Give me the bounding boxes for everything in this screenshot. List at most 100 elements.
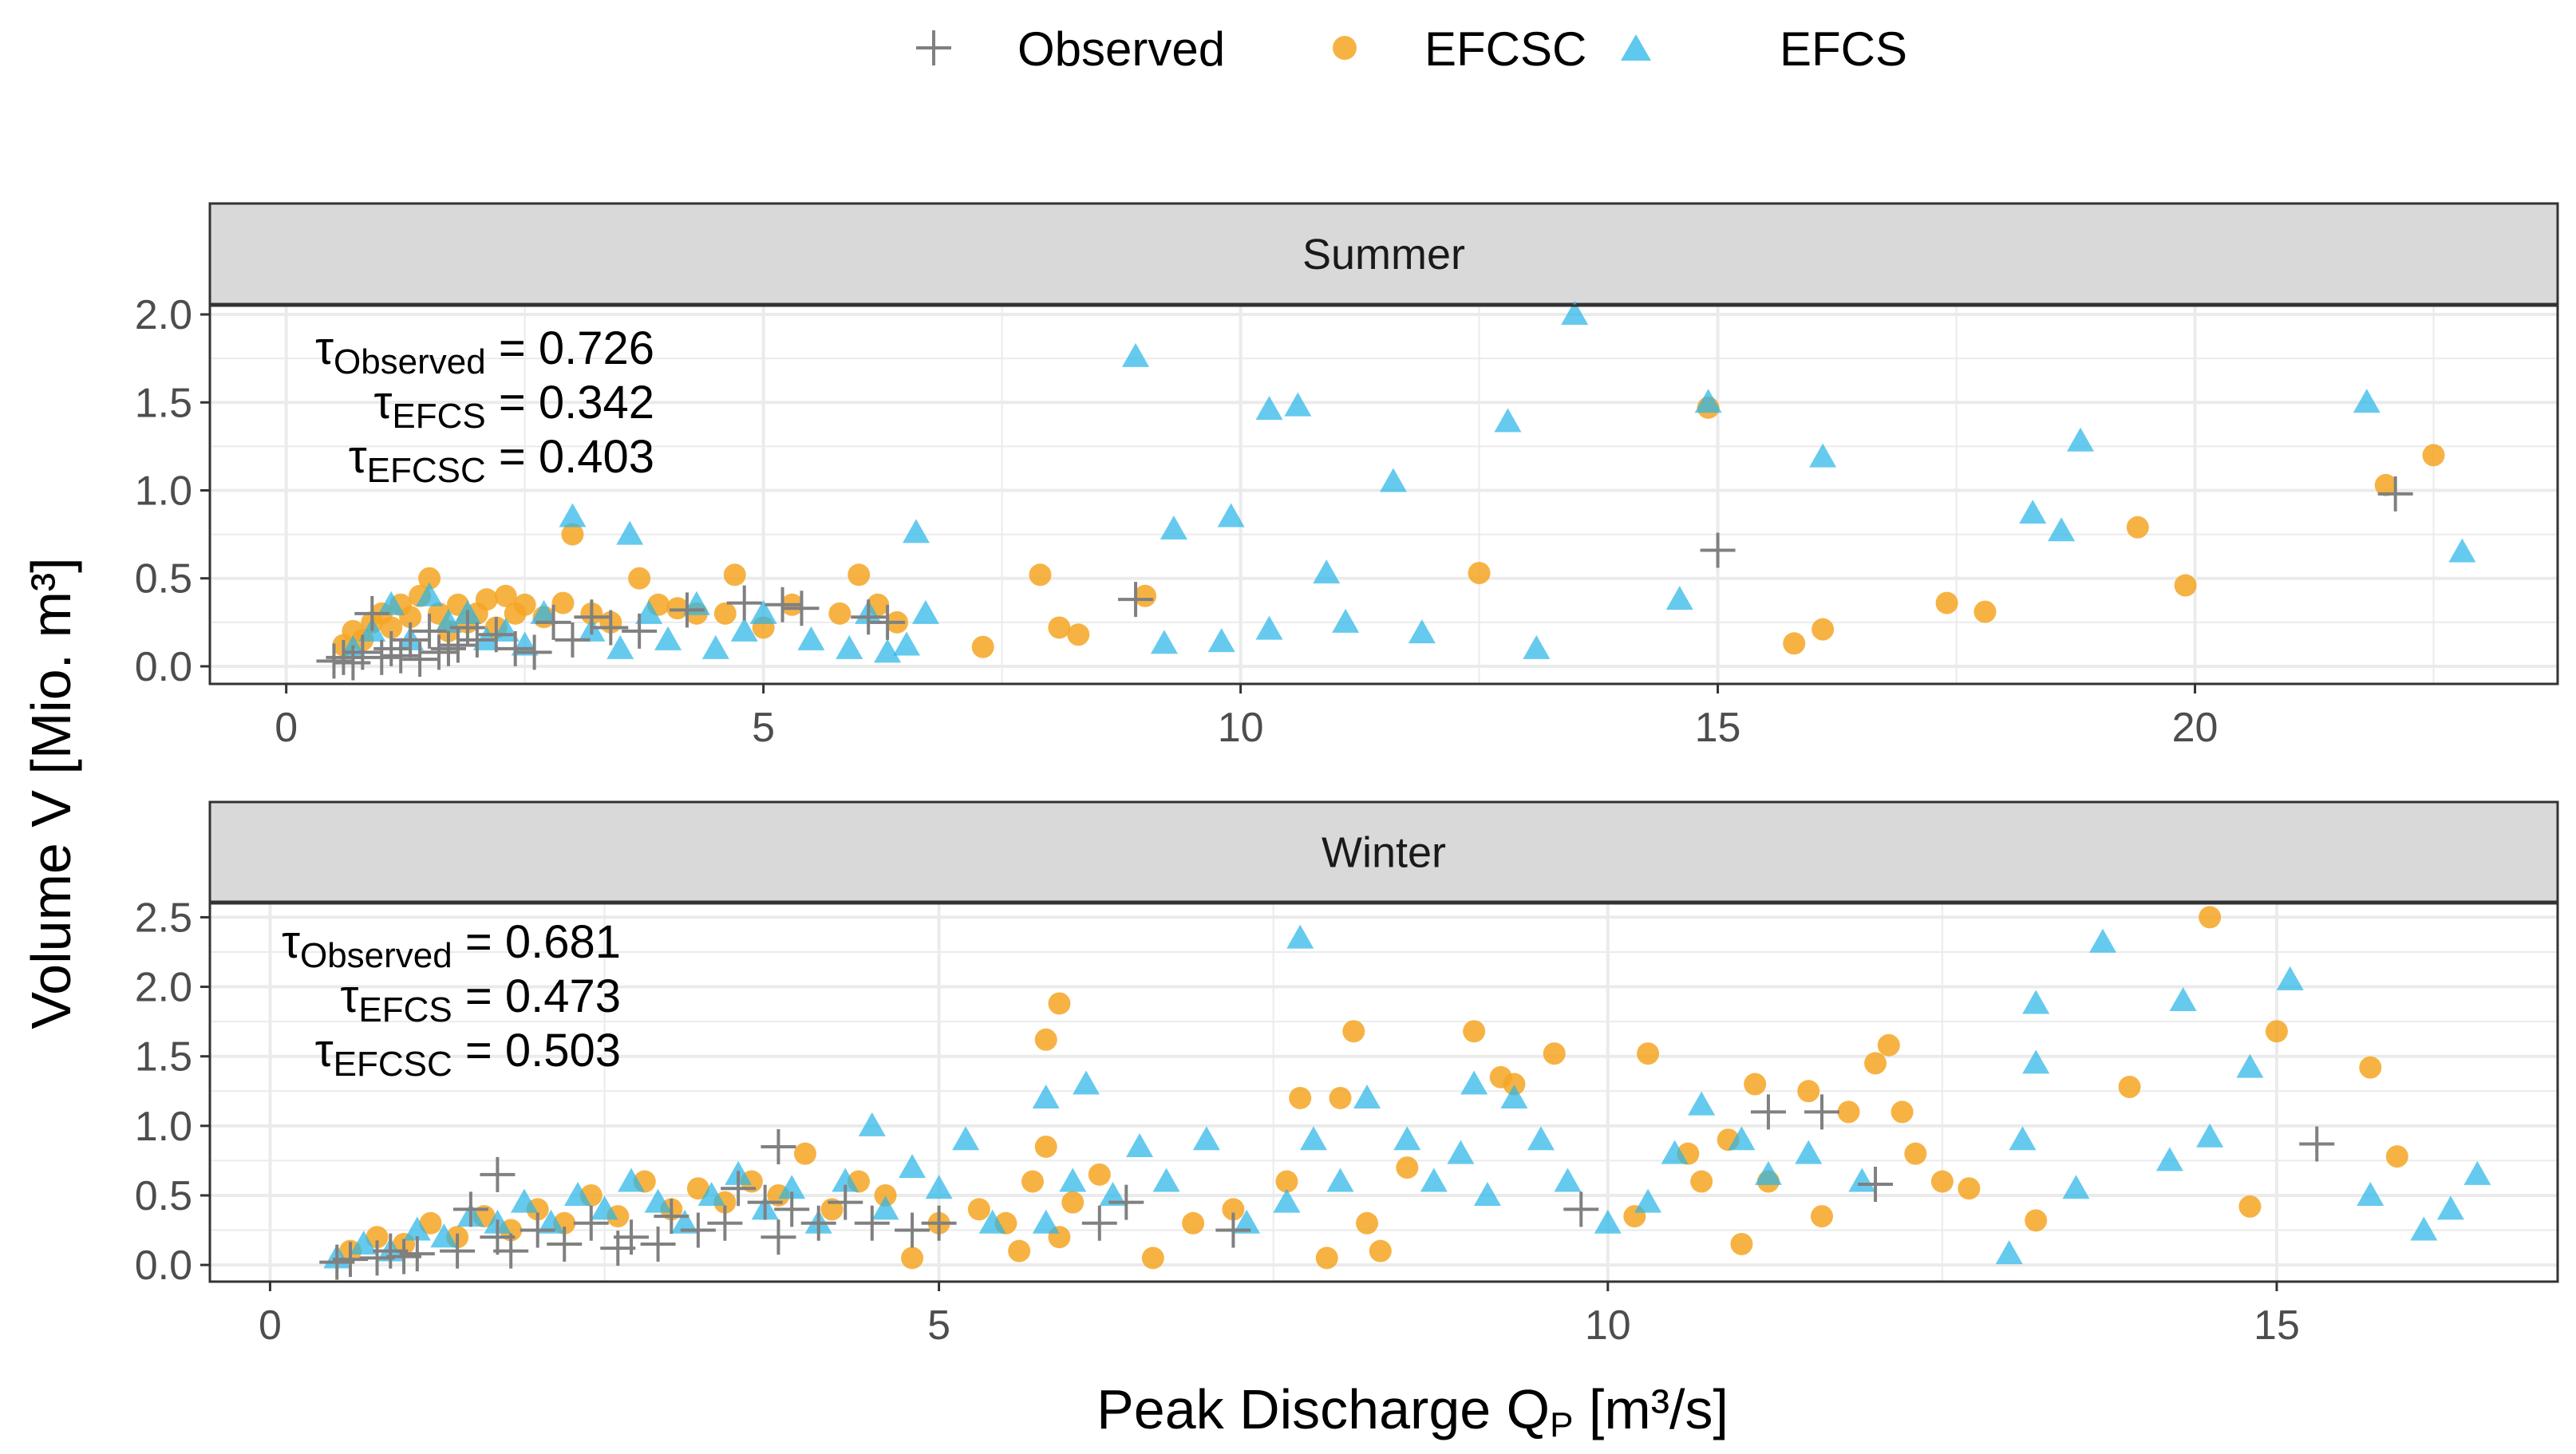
point-efcsc	[2265, 1020, 2288, 1043]
point-efcsc	[1717, 1128, 1740, 1152]
point-efcs	[855, 599, 883, 624]
point-observed	[726, 585, 762, 621]
point-observed	[2299, 1126, 2335, 1162]
point-efcsc	[1067, 623, 1090, 646]
tau-subscript: EFCSC	[334, 1045, 452, 1084]
point-observed	[747, 1184, 783, 1220]
point-efcs	[1665, 586, 1693, 610]
strip-summer	[208, 202, 2559, 306]
point-efcs	[1379, 468, 1407, 492]
tau-value: = 0.473	[452, 970, 621, 1022]
point-efcs	[1160, 515, 1187, 539]
point-observed	[383, 638, 419, 674]
point-efcsc	[399, 606, 422, 629]
point-efcs	[797, 626, 825, 650]
point-efcs	[701, 634, 729, 659]
point-efcsc	[2025, 1209, 2048, 1232]
point-efcs	[778, 1175, 806, 1199]
tau-symbol: τ	[373, 377, 392, 429]
point-observed	[373, 1233, 409, 1269]
tau-annotation: τObserved = 0.726	[315, 322, 654, 381]
point-efcs	[416, 582, 444, 606]
point-observed	[520, 1212, 555, 1248]
point-efcsc	[2238, 1195, 2262, 1218]
point-observed	[1215, 1212, 1251, 1248]
tau-annotation: τObserved = 0.681	[282, 916, 621, 975]
point-efcs	[874, 638, 902, 663]
point-efcsc	[660, 1198, 683, 1221]
x-tick-label: 5	[927, 1302, 950, 1349]
point-efcs	[952, 1126, 980, 1151]
strip-label-summer: Summer	[1302, 231, 1465, 279]
point-efcs	[925, 1175, 953, 1199]
point-efcs	[2353, 389, 2380, 413]
point-efcsc	[633, 1170, 656, 1193]
point-efcsc	[1034, 1028, 1057, 1051]
point-efcsc	[1811, 618, 1835, 641]
point-observed	[669, 592, 705, 628]
point-efcs	[832, 1168, 859, 1192]
point-efcsc	[504, 602, 527, 625]
point-efcsc	[647, 593, 670, 616]
point-observed	[440, 1233, 476, 1269]
point-efcs	[358, 617, 386, 642]
point-observed	[1804, 1094, 1840, 1130]
legend-label-efcs: EFCS	[1780, 22, 1907, 76]
point-efcs	[1332, 608, 1360, 633]
point-efcsc	[901, 1247, 924, 1270]
point-efcsc	[494, 584, 517, 607]
tau-symbol: τ	[315, 322, 334, 374]
point-efcsc	[599, 610, 622, 634]
point-efcs	[2022, 1049, 2050, 1074]
point-efcsc	[723, 563, 746, 587]
point-efcsc	[1623, 1205, 1646, 1228]
point-efcsc	[767, 1183, 790, 1207]
point-observed	[593, 610, 629, 646]
point-efcs	[1286, 924, 1314, 949]
point-efcsc	[1930, 1170, 1954, 1193]
point-efcsc	[456, 610, 479, 634]
point-observed	[614, 1219, 650, 1255]
point-efcsc	[389, 593, 413, 616]
y-tick-label: 1.0	[135, 1104, 192, 1150]
tau-subscript: Observed	[334, 342, 486, 381]
x-tick-label: 5	[752, 705, 775, 751]
point-efcsc	[351, 628, 374, 651]
point-observed	[640, 1226, 676, 1262]
point-efcsc	[752, 616, 775, 639]
point-efcs	[2463, 1160, 2491, 1185]
point-efcs	[1408, 619, 1436, 644]
point-efcs	[1500, 1084, 1528, 1108]
point-efcs	[1527, 1126, 1555, 1151]
x-axis-title-unit: [m³/s]	[1573, 1378, 1728, 1440]
point-efcs	[1126, 1132, 1154, 1157]
point-efcs	[749, 599, 777, 624]
point-efcs	[1150, 630, 1178, 654]
point-observed	[765, 587, 800, 622]
point-efcsc	[1677, 1142, 1700, 1165]
tau-symbol: τ	[315, 1025, 334, 1077]
point-efcsc	[1134, 584, 1157, 607]
y-tick-label: 1.5	[135, 380, 192, 426]
y-tick-label: 1.5	[135, 1034, 192, 1081]
point-efcs	[1809, 443, 1837, 468]
point-efcsc	[867, 593, 890, 616]
series-observed-summer	[316, 476, 2413, 681]
point-efcsc	[579, 1183, 603, 1207]
point-observed	[573, 1205, 609, 1241]
point-efcs	[1233, 1209, 1261, 1234]
point-observed	[493, 1233, 529, 1269]
point-observed	[480, 1219, 516, 1255]
point-efcs	[1694, 389, 1722, 413]
point-efcsc	[1463, 1020, 1486, 1043]
point-observed	[828, 1184, 863, 1220]
point-efcsc	[847, 563, 871, 587]
point-efcsc	[1048, 992, 1071, 1015]
x-tick-label: 15	[1695, 705, 1741, 751]
legend-label-efcsc: EFCSC	[1424, 22, 1586, 76]
point-efcsc	[1289, 1086, 1312, 1109]
point-efcsc	[927, 1211, 950, 1235]
point-observed	[555, 622, 591, 658]
point-efcs	[1284, 392, 1312, 417]
point-observed	[721, 1171, 757, 1207]
